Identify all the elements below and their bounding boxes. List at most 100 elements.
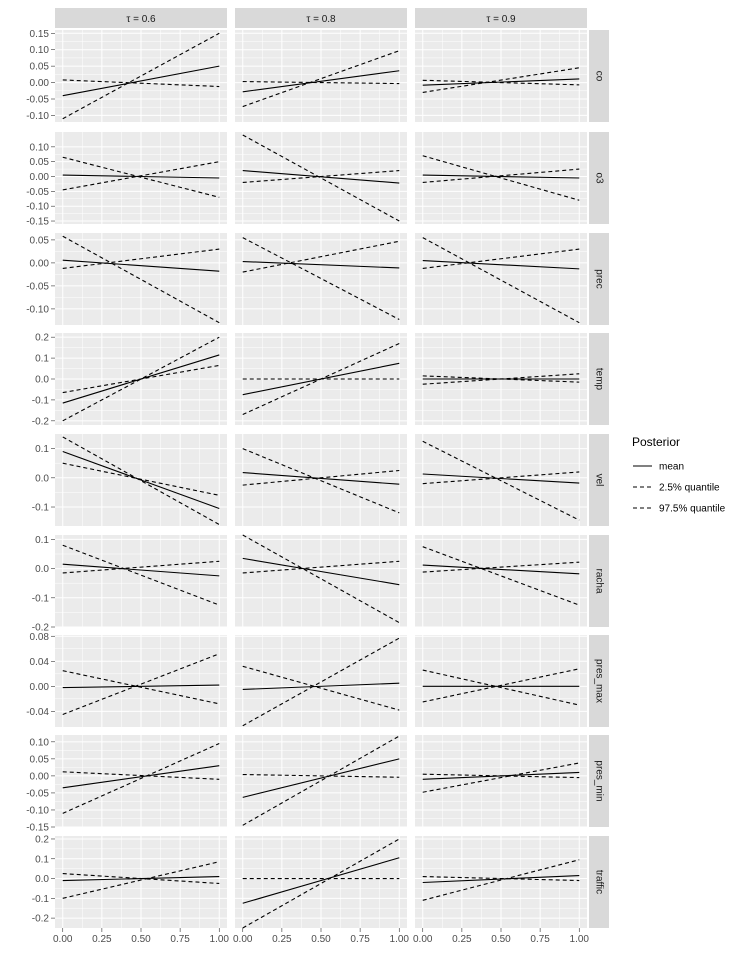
x-tick-label: 0.50 [491, 934, 511, 945]
quantile-975-line [422, 471, 580, 485]
row-strip-label: temp [594, 368, 605, 391]
row-strip-label: pres_min [594, 760, 605, 801]
y-tick-label: -0.10 [26, 202, 49, 213]
panel [235, 434, 407, 526]
quantile-975-line [422, 876, 580, 882]
quantile-025-line [62, 436, 220, 526]
row-strip [589, 233, 609, 325]
legend-title: Posterior [632, 435, 680, 449]
column-strip-label: τ = 0.9 [486, 14, 516, 25]
column-strip-operator: = [310, 14, 321, 25]
quantile-975-line [242, 665, 400, 711]
column-strip-symbol: τ [306, 14, 310, 25]
quantile-025-line [242, 735, 400, 826]
panel [415, 434, 587, 526]
y-tick-label: -0.1 [32, 395, 50, 406]
y-tick-label: -0.1 [32, 593, 50, 604]
mean-line [62, 765, 220, 789]
y-tick-label: -0.2 [32, 623, 50, 634]
column-strip-value: 0.9 [502, 14, 516, 25]
quantile-975-line [62, 560, 220, 574]
row-strip-label: o3 [594, 172, 605, 184]
mean-line [422, 473, 580, 484]
quantile-975-line [62, 670, 220, 705]
y-tick-label: 0.1 [35, 535, 49, 546]
y-tick-label: 0.10 [30, 45, 50, 56]
row-strip-label: co [594, 71, 605, 82]
y-tick-label: 0.15 [30, 29, 50, 40]
mean-line [62, 65, 220, 97]
quantile-975-line [422, 773, 580, 779]
panel [55, 333, 227, 425]
y-tick-label: -0.15 [26, 823, 49, 834]
y-tick-label: -0.1 [32, 503, 50, 514]
quantile-025-line [62, 156, 220, 198]
y-tick-label: 0.1 [35, 854, 49, 865]
panel [55, 132, 227, 224]
panel [415, 635, 587, 727]
mean-line [62, 684, 220, 689]
column-strip-label: τ = 0.6 [126, 14, 156, 25]
row-strip [589, 735, 609, 827]
mean-line [242, 260, 400, 269]
y-tick-label: -0.05 [26, 187, 49, 198]
x-tick-label: 0.75 [530, 934, 550, 945]
panel [415, 735, 587, 828]
row-strip-label: prec [594, 269, 605, 288]
row-strip [589, 333, 609, 425]
column-strip [415, 8, 587, 28]
panel [55, 535, 227, 628]
quantile-975-line [422, 561, 580, 573]
column-strip [235, 8, 407, 28]
y-tick-label: -0.1 [32, 894, 50, 905]
panel [235, 836, 407, 929]
panel [55, 836, 227, 928]
quantile-975-line [62, 462, 220, 496]
y-tick-label: -0.04 [26, 707, 49, 718]
column-strip-value: 0.8 [322, 14, 336, 25]
row-strip [589, 635, 609, 727]
y-tick-label: -0.10 [26, 111, 49, 122]
y-tick-label: 0.2 [35, 834, 49, 845]
y-tick-label: -0.2 [32, 914, 50, 925]
column-strip-value: 0.6 [142, 14, 156, 25]
row-strip [589, 434, 609, 526]
y-tick-label: 0.0 [35, 473, 49, 484]
row-strip-label: vel [594, 474, 605, 487]
y-tick-label: 0.10 [30, 737, 50, 748]
y-tick-label: 0.10 [30, 142, 50, 153]
x-tick-label: 0.50 [131, 934, 151, 945]
row-strip [589, 132, 609, 224]
quantile-025-line [422, 440, 580, 521]
panel [55, 434, 227, 526]
mean-line [62, 259, 220, 272]
quantile-975-line [242, 81, 400, 85]
column-strip-operator: = [490, 14, 501, 25]
quantile-975-line [242, 469, 400, 486]
y-axis-ticks: 0.15 0.10 0.05 0.00 -0.05 -0.10 0.10 0.05 0.00 -0… [26, 29, 55, 925]
x-axis-ticks: 0.00 0.25 0.50 0.75 1.00 0.00 0.25 0.50 0.75 1.00… [53, 928, 589, 945]
mean-line [242, 857, 400, 904]
legend-label: 97.5% quantile [659, 504, 726, 515]
x-tick-label: 0.25 [92, 934, 112, 945]
row-strips: co o3 prec temp vel racha pres_max pres_mintraf… [589, 30, 609, 928]
y-tick-label: 0.00 [30, 172, 50, 183]
quantile-025-line [242, 448, 400, 514]
x-tick-label: 0.25 [452, 934, 472, 945]
y-tick-label: -0.2 [32, 416, 50, 427]
panel [235, 333, 407, 425]
y-tick-label: -0.15 [26, 217, 49, 228]
y-tick-label: 0.1 [35, 354, 49, 365]
y-tick-label: -0.05 [26, 281, 49, 292]
mean-line [422, 564, 580, 575]
panel [55, 233, 227, 325]
quantile-975-line [242, 773, 400, 778]
quantile-025-line [62, 235, 220, 324]
panel [235, 534, 407, 628]
x-tick-label: 0.00 [413, 934, 433, 945]
y-tick-label: 0.05 [30, 62, 50, 73]
row-strip-label: traffic [594, 870, 605, 894]
legend-label: 2.5% quantile [659, 483, 720, 494]
mean-line [242, 682, 400, 690]
